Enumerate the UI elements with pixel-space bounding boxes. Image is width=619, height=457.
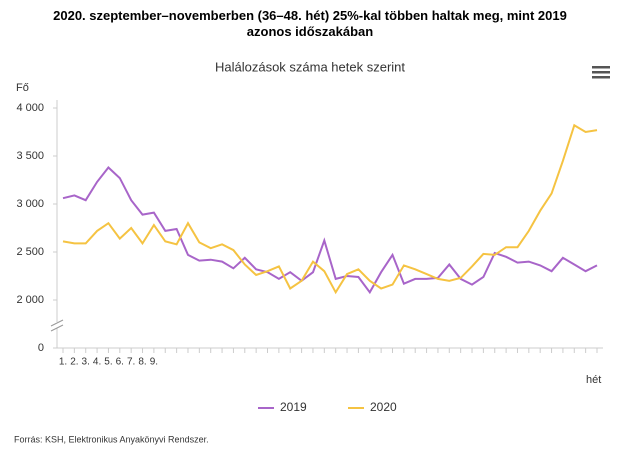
menu-bar[interactable] (592, 66, 610, 69)
y-tick-label: 3 000 (16, 198, 44, 210)
y-tick-label: 4 000 (16, 102, 44, 114)
x-axis-label: hét (586, 374, 601, 386)
chart-title: 2020. szeptember–novemberben (36–48. hét… (53, 8, 567, 39)
x-tick-label: 7. (127, 357, 135, 368)
x-tick-label: 6. (116, 357, 124, 368)
chart-subtitle: Halálozások száma hetek szerint (215, 59, 405, 74)
axis-break-mark (50, 324, 64, 332)
y-tick-label: 2 500 (16, 246, 44, 258)
source: Forrás: KSH, Elektronikus Anyakönyvi Ren… (14, 434, 209, 444)
y-tick-label: 0 (38, 342, 44, 354)
series-line (62, 166, 598, 295)
x-tick-label: 5. (104, 357, 112, 368)
axis-break-gap (52, 322, 62, 328)
y-tick-label: 3 500 (16, 150, 44, 162)
menu-bar[interactable] (592, 71, 610, 74)
menu-button[interactable] (592, 66, 610, 79)
legend-label: 2020 (370, 400, 397, 414)
x-tick-label: 1. (59, 357, 67, 368)
axis-break-mark (50, 319, 64, 327)
menu-bar[interactable] (592, 76, 610, 79)
x-tick-label: 9. (150, 357, 158, 368)
series-line (62, 123, 598, 295)
x-tick-label: 8. (138, 357, 146, 368)
x-tick-label: 2. (70, 357, 78, 368)
y-tick-label: 2 000 (16, 294, 44, 306)
x-tick-label: 3. (82, 357, 90, 368)
x-tick-label: 4. (93, 357, 101, 368)
y-axis-label: Fő (16, 82, 29, 94)
legend-label: 2019 (280, 400, 307, 414)
